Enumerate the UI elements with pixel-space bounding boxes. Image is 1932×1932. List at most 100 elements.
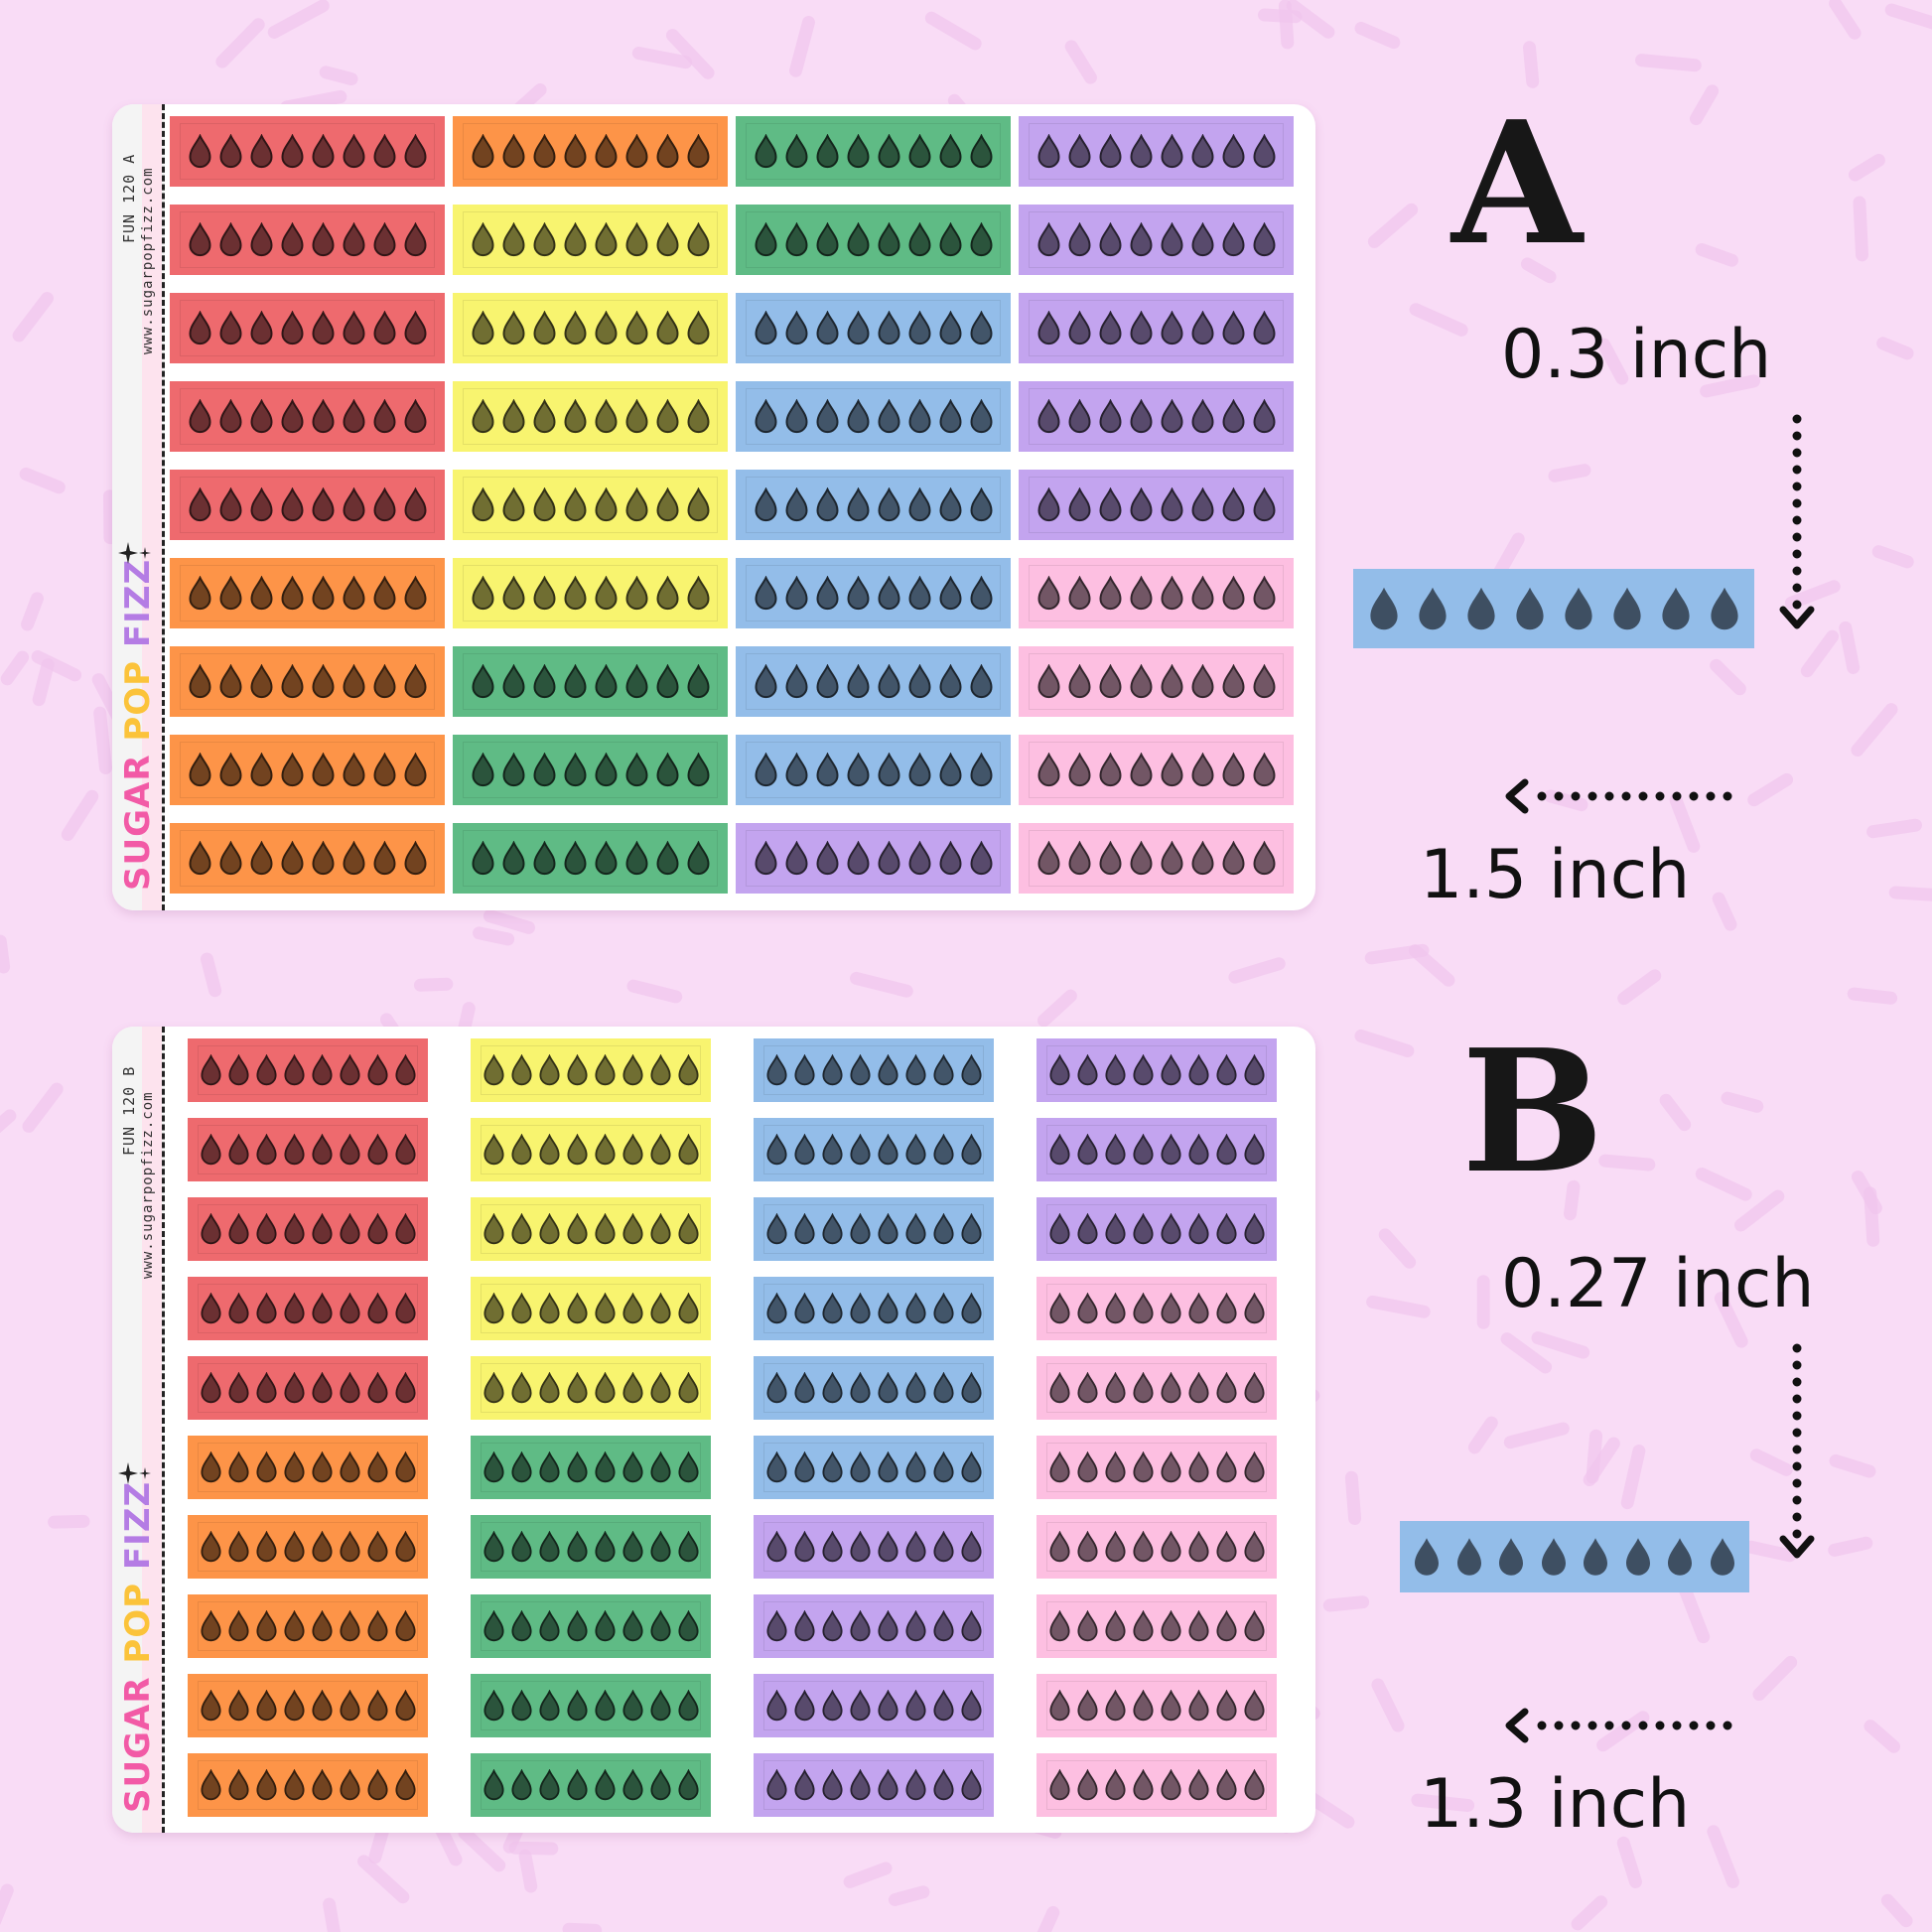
sticker-inner-border xyxy=(198,1125,418,1174)
droplet-icon xyxy=(1415,1538,1440,1576)
droplet-icon xyxy=(1160,487,1183,522)
droplet-icon xyxy=(280,576,304,611)
droplet-icon xyxy=(621,1531,643,1563)
droplet-icon xyxy=(510,1769,532,1801)
droplet-row xyxy=(1036,841,1277,876)
sprinkle xyxy=(1669,793,1701,853)
droplet-icon xyxy=(249,134,273,169)
sticker-red xyxy=(188,1277,428,1340)
sprinkle xyxy=(1548,464,1591,483)
droplet-icon xyxy=(403,576,427,611)
droplet-icon xyxy=(1132,1610,1154,1642)
droplet-icon xyxy=(1104,1451,1126,1483)
droplet-icon xyxy=(784,841,808,876)
sticker-inner-border xyxy=(180,300,435,356)
droplet-icon xyxy=(1036,576,1060,611)
droplet-row xyxy=(188,222,428,257)
droplet-icon xyxy=(227,1134,249,1166)
droplet-icon xyxy=(969,841,993,876)
sticker-yellow xyxy=(453,558,728,628)
droplet-row xyxy=(765,1610,983,1642)
droplet-icon xyxy=(1076,1610,1098,1642)
droplet-icon xyxy=(655,753,679,787)
sprinkle xyxy=(1800,629,1840,678)
dotted-arrow-down-icon xyxy=(1779,1343,1815,1559)
sticker-yellow xyxy=(471,1118,711,1181)
droplet-icon xyxy=(932,1690,954,1722)
droplet-icon xyxy=(1160,1213,1181,1245)
sticker-green xyxy=(471,1436,711,1499)
variant-b-width-label: 1.3 inch xyxy=(1420,1765,1691,1844)
sprinkle xyxy=(888,1885,930,1906)
droplet-row xyxy=(200,1134,417,1166)
droplet-icon xyxy=(655,841,679,876)
droplet-icon xyxy=(1098,222,1122,257)
sticker-inner-border xyxy=(746,742,1001,798)
droplet-row xyxy=(200,1213,417,1245)
droplet-icon xyxy=(1129,576,1153,611)
sticker-blue xyxy=(736,470,1011,540)
droplet-icon xyxy=(1036,841,1060,876)
droplet-icon xyxy=(1104,1690,1126,1722)
droplet-icon xyxy=(686,399,710,434)
droplet-icon xyxy=(1132,1213,1154,1245)
droplet-icon xyxy=(677,1690,699,1722)
sticker-inner-border xyxy=(1046,1681,1267,1730)
sticker-blue xyxy=(736,735,1011,805)
droplet-icon xyxy=(594,1372,616,1404)
sticker-pink xyxy=(1019,646,1294,717)
droplet-icon xyxy=(471,399,494,434)
droplet-row xyxy=(483,1293,700,1324)
sticker-red xyxy=(170,470,445,540)
droplet-icon xyxy=(754,841,777,876)
droplet-icon xyxy=(566,1293,588,1324)
droplet-icon xyxy=(904,1134,926,1166)
droplet-icon xyxy=(686,753,710,787)
droplet-icon xyxy=(765,1769,787,1801)
droplet-icon xyxy=(904,1690,926,1722)
droplet-row xyxy=(754,399,994,434)
droplet-icon xyxy=(938,311,962,345)
droplet-icon xyxy=(904,1451,926,1483)
droplet-icon xyxy=(821,1610,843,1642)
droplet-icon xyxy=(1221,311,1245,345)
sticker-inner-border xyxy=(763,1522,984,1572)
droplet-icon xyxy=(754,222,777,257)
droplet-icon xyxy=(1252,134,1276,169)
droplet-icon xyxy=(1129,664,1153,699)
sticker-inner-border xyxy=(481,1204,701,1254)
droplet-icon xyxy=(938,222,962,257)
droplet-icon xyxy=(249,311,273,345)
droplet-icon xyxy=(366,1531,388,1563)
sticker-yellow xyxy=(471,1277,711,1340)
droplet-row xyxy=(188,311,428,345)
sticker-inner-border xyxy=(763,1204,984,1254)
sprinkle xyxy=(1689,84,1720,126)
sticker-blue xyxy=(754,1118,994,1181)
droplet-icon xyxy=(877,1769,898,1801)
sprinkle xyxy=(1520,257,1557,284)
droplet-icon xyxy=(366,1690,388,1722)
droplet-icon xyxy=(1243,1054,1265,1086)
droplet-icon xyxy=(677,1451,699,1483)
droplet-icon xyxy=(1132,1372,1154,1404)
sticker-pink xyxy=(1019,823,1294,894)
sticker-pink xyxy=(1036,1515,1277,1579)
droplet-icon xyxy=(188,399,211,434)
droplet-icon xyxy=(877,664,900,699)
droplet-icon xyxy=(283,1134,305,1166)
droplet-icon xyxy=(1221,753,1245,787)
droplet-icon xyxy=(1187,1531,1209,1563)
droplet-icon xyxy=(594,1451,616,1483)
droplet-icon xyxy=(394,1769,416,1801)
droplet-icon xyxy=(311,1293,333,1324)
droplet-icon xyxy=(594,487,618,522)
droplet-icon xyxy=(1160,1451,1181,1483)
droplet-icon xyxy=(538,1769,560,1801)
sticker-red xyxy=(170,293,445,363)
droplet-icon xyxy=(877,576,900,611)
droplet-row xyxy=(200,1531,417,1563)
droplet-icon xyxy=(538,1451,560,1483)
droplet-icon xyxy=(311,1054,333,1086)
droplet-icon xyxy=(877,1451,898,1483)
